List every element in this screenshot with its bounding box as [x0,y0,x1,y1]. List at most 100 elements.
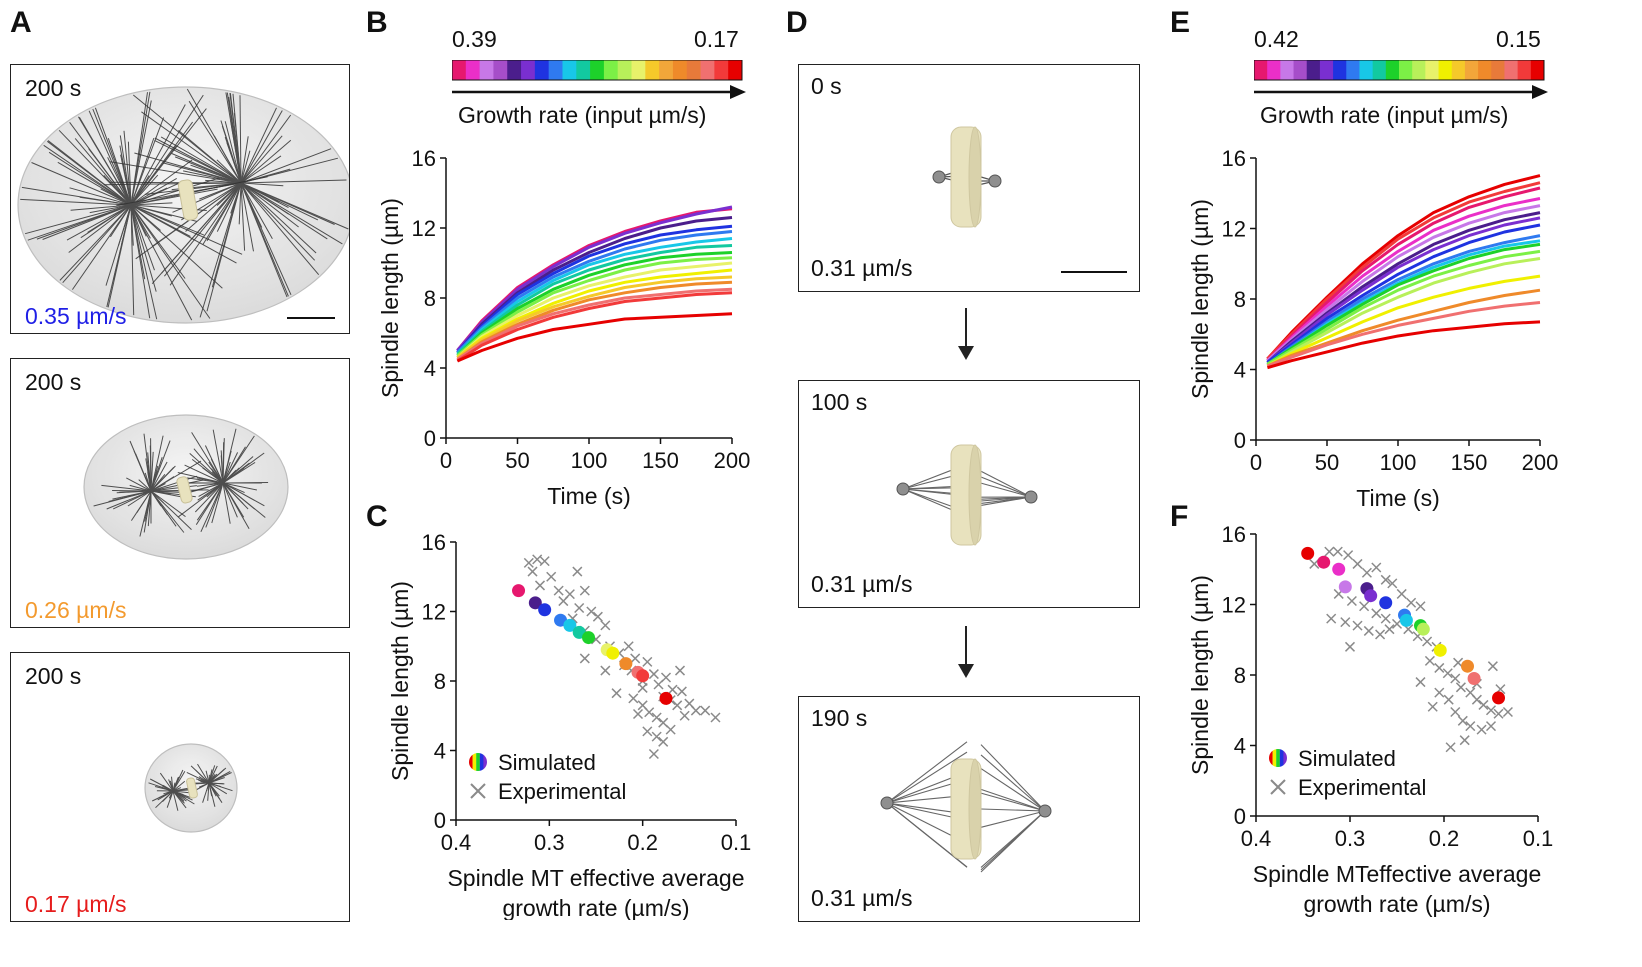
x-mark [579,585,590,596]
microtubule [199,182,242,318]
x-mark [1478,699,1489,710]
colorbar-segment [590,60,605,80]
experimental-point [1406,597,1417,608]
experimental-point [592,611,603,622]
x-mark [658,736,669,747]
simulated-point [1301,546,1315,560]
microtubule [222,482,258,491]
microtubule [130,204,147,237]
legend-rainbow-icon [469,753,487,771]
microtubule [240,135,283,184]
chart-c-length-vs-rate: 0.4 0.3 0.2 0.1 0 4 8 12 16 Spindle length (µm) Sp… [387,530,751,920]
colorbar-segment [1346,60,1360,80]
colorbar-segment [1491,60,1505,80]
x-mark [1476,724,1487,735]
experimental-point [1434,662,1445,673]
experimental-point [523,557,534,568]
snapshot-d1: 0 s 0.31 µm/s [798,64,1140,292]
experimental-point [1450,673,1461,684]
x-mark [632,708,644,720]
microtubule [177,472,224,484]
simulated-point [659,691,673,705]
microtubule [216,182,242,232]
microtubule [150,461,168,492]
panel-letter-d: D [786,6,808,39]
x-mark [590,634,602,645]
x-mark [1465,721,1476,732]
x-mark [1453,657,1464,668]
microtubule [191,432,224,484]
microtubule [174,156,242,184]
simulated-point [1317,555,1331,569]
x-mark [690,705,701,716]
microtubule [211,482,224,524]
x-mark [586,606,597,617]
legend-experimental-icon [470,783,486,799]
microtubule [27,204,132,241]
simulated-point [1364,589,1378,603]
microtubule [189,453,224,484]
experimental-point [1309,558,1320,569]
series-line [1266,181,1541,360]
microtubule [166,790,174,808]
microtubule [212,429,224,484]
x-mark [553,585,564,596]
experimental-point [539,556,550,567]
legend-swatch [1276,749,1280,767]
microtubule [230,121,242,184]
y-tick-label: 16 [1222,146,1246,171]
colorbar-b: 0.39 0.17 Growth rate (input µm/s) [452,24,752,134]
colorbar-segment [603,60,619,80]
colorbar-segment [1464,60,1479,80]
microtubule [136,490,152,513]
microtubule [980,476,1032,498]
series-line [456,237,733,356]
snapshot-time: 200 s [25,663,82,689]
microtubule [222,482,250,529]
x-mark [600,665,611,676]
colorbar-label: Growth rate (input µm/s) [458,102,707,128]
microtubule [240,182,299,228]
x-mark [1380,574,1391,585]
microtubule [220,450,224,484]
microtubule [184,464,224,484]
legend-simulated-label: Simulated [498,750,596,775]
panel-letter-a: A [10,6,32,39]
colorbar-segment [452,60,467,80]
colorbar-segment [659,60,674,80]
microtubule [130,91,151,206]
spindle-render-small [144,743,238,833]
microtubule [130,204,211,319]
colorbar-segment [645,60,660,80]
microtubule [886,751,968,804]
microtubule [222,456,254,484]
experimental-point [1352,558,1363,569]
spindle-render-t190 [880,741,1052,873]
microtubule [200,482,224,533]
colorbar-segment [1293,60,1308,80]
arrowhead-icon [730,85,746,99]
microtubule [164,182,242,277]
experimental-point [1324,546,1335,557]
microtubule [172,790,193,801]
microtubule [162,784,174,792]
experimental-point [623,641,634,652]
microtubule [163,790,174,795]
y-axis-label: Spindle length (µm) [1187,199,1213,399]
colorbar-segment [672,60,688,80]
x-mark [1502,706,1513,718]
microtubule [240,114,292,184]
colorbar-segment [534,60,550,80]
series-line [456,291,733,363]
experimental-point [1493,708,1504,719]
microtubule [197,763,210,784]
microtubule [222,482,249,510]
series-line [1266,257,1541,368]
snapshot-rate: 0.31 µm/s [811,885,913,911]
series-line [1266,249,1541,366]
microtubule [208,782,216,792]
experimental-point [1434,687,1445,698]
microtubule [21,186,132,206]
y-tick-label: 8 [434,669,446,694]
microtubule [240,155,282,184]
